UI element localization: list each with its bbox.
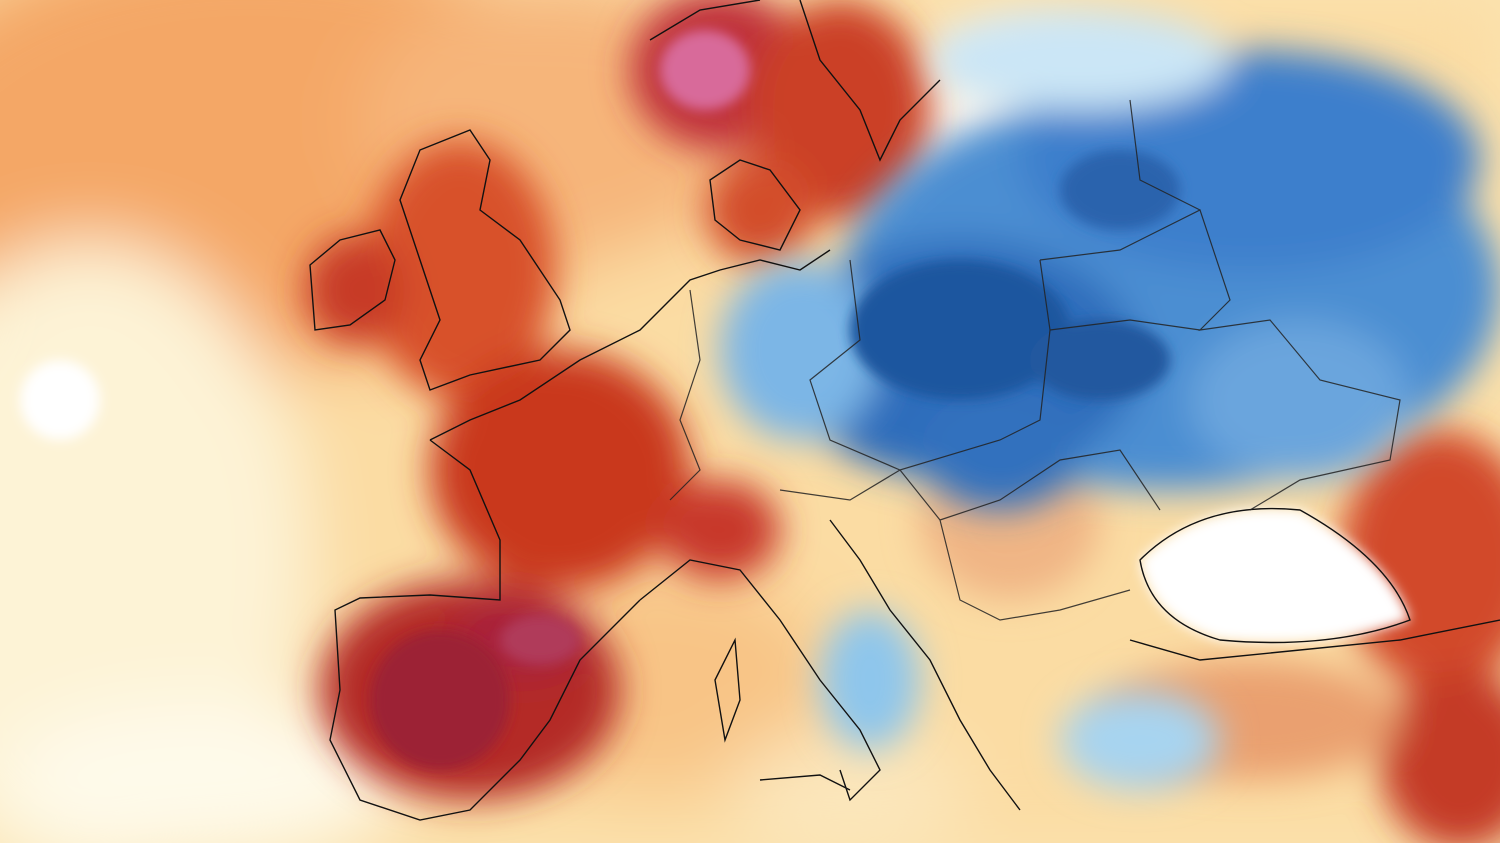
cold-core: [850, 150, 1180, 400]
sea-neutral: [20, 360, 1410, 643]
hot-core: [370, 30, 750, 770]
coastlines: [309, 0, 1500, 821]
borders: [669, 99, 1401, 621]
